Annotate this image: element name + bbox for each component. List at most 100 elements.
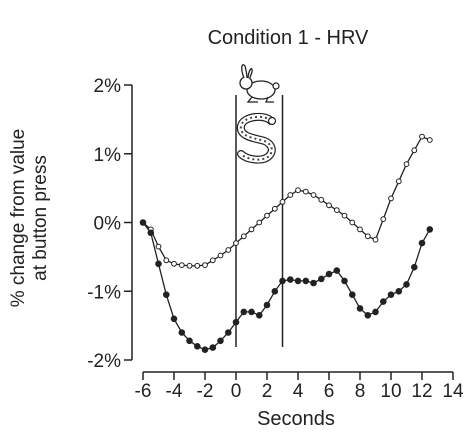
y-tick-label: -2%: [87, 351, 121, 372]
series-2-point: [341, 277, 348, 285]
series-2-point: [356, 305, 364, 312]
event-lines: [235, 95, 284, 347]
y-tick-label: -1%: [87, 282, 121, 303]
series-1-point: [326, 202, 332, 209]
series-1-point: [341, 212, 348, 219]
series-2-point: [263, 301, 271, 309]
series-2-point: [403, 281, 410, 288]
y-tick-label: 2%: [94, 76, 122, 97]
y-axis-label-line-2: at button press: [30, 155, 51, 281]
x-ticks: -6 -4 -2 0 2 4 6 8 10 12 14: [135, 372, 464, 402]
y-axis-label-line-1: % change from value: [8, 129, 29, 308]
series-1-point: [202, 262, 208, 269]
x-tick-label: 0: [231, 381, 242, 402]
series-2-point: [380, 298, 387, 305]
series-2-point: [225, 329, 232, 336]
series-2-point: [240, 308, 248, 316]
series-1-point: [178, 262, 185, 269]
series-1-point: [380, 216, 387, 223]
series-1-point: [419, 133, 425, 140]
snake-icon: [236, 112, 277, 164]
series-2-point: [209, 344, 217, 351]
x-tick-label: 8: [355, 381, 366, 402]
x-tick-label: 14: [442, 381, 464, 402]
series-2-point: [201, 346, 209, 354]
series-1-point: [217, 252, 224, 259]
series-line-2: [142, 222, 431, 351]
series-2-point: [279, 277, 286, 285]
series-2-point: [387, 291, 395, 299]
series-1-point: [349, 219, 356, 226]
series-2-point: [364, 312, 372, 319]
series-1-point: [372, 236, 379, 243]
y-tick-label: 0%: [94, 214, 122, 235]
series-2-point: [287, 276, 294, 283]
series-1-point: [295, 187, 301, 194]
chart-title: Condition 1 - HRV: [208, 27, 369, 49]
x-tick-label: 2: [262, 381, 273, 402]
y-tick-label: 1%: [94, 145, 122, 166]
series-2-point: [170, 315, 178, 323]
series-1-point: [411, 147, 418, 154]
series-1-point: [186, 262, 193, 269]
y-ticks: 2% 1% 0% -1% -2%: [87, 76, 132, 372]
series-layer: [139, 133, 434, 354]
series-2-point: [333, 267, 341, 274]
series-1-point: [155, 243, 162, 250]
series-2-point: [178, 329, 186, 336]
series-2-point: [217, 337, 224, 345]
series-1-point: [279, 199, 286, 205]
series-2-point: [232, 318, 240, 326]
series-2-point: [318, 275, 325, 283]
series-2-point: [418, 239, 426, 247]
series-1-point: [163, 257, 170, 264]
series-1-point: [271, 205, 278, 212]
x-tick-label: -2: [197, 381, 214, 402]
series-1-point: [364, 233, 371, 240]
series-1-point: [264, 212, 270, 219]
series-2-point: [395, 288, 403, 295]
series-2-point: [194, 343, 201, 350]
series-2-point: [256, 312, 263, 319]
series-2-point: [302, 277, 310, 285]
y-axis-label: % change from value at button press: [8, 129, 51, 308]
x-tick-label: 6: [324, 381, 335, 402]
series-1-point: [357, 226, 363, 233]
series-2-point: [139, 219, 147, 226]
series-2-point: [325, 270, 333, 278]
x-tick-label: 4: [293, 381, 304, 402]
series-1-point: [240, 233, 247, 240]
rabbit-icon: [239, 64, 280, 103]
series-1-point: [256, 219, 263, 226]
series-2-point: [411, 263, 418, 271]
x-axis-label: Seconds: [257, 408, 335, 430]
series-1-point: [333, 207, 340, 214]
series-1-point: [287, 192, 294, 198]
series-1-point: [209, 257, 216, 264]
x-tick-label: 12: [411, 381, 432, 402]
series-2-point: [372, 308, 379, 316]
series-2-point: [248, 308, 255, 316]
series-1-point: [248, 226, 255, 233]
series-2-point: [310, 279, 317, 287]
series-1-point: [233, 240, 239, 247]
series-1-point: [171, 260, 177, 267]
series-1-point: [403, 161, 410, 168]
series-1-point: [395, 178, 402, 185]
x-tick-label: -4: [166, 381, 183, 402]
series-1-point: [388, 195, 394, 202]
series-2-point: [186, 337, 193, 345]
series-2-point: [155, 260, 162, 268]
series-2-point: [349, 291, 356, 299]
series-2-point: [271, 288, 279, 295]
series-1-point: [302, 188, 309, 195]
series-2-point: [147, 229, 155, 237]
x-tick-label: 10: [380, 381, 401, 402]
series-1-point: [194, 262, 201, 269]
series-1-point: [310, 192, 317, 198]
series-line-1: [142, 135, 431, 267]
series-1-point: [225, 247, 232, 253]
series-2-point: [294, 277, 302, 285]
series-1-point: [426, 137, 433, 143]
x-tick-label: -6: [135, 381, 152, 402]
